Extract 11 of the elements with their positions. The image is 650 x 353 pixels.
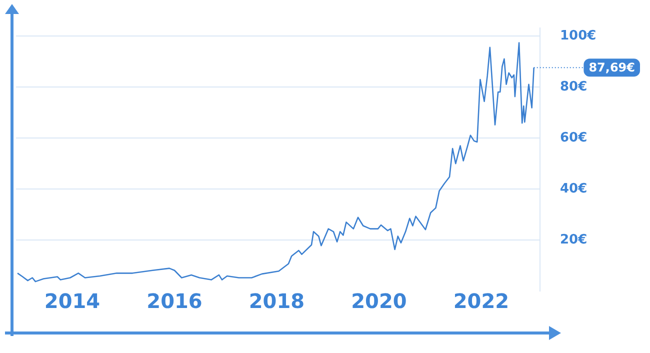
x-tick-label: 2018	[248, 289, 305, 314]
text: 87,69€	[588, 60, 636, 75]
y-tick-label: 20€	[560, 232, 588, 248]
x-tick-label: 2022	[453, 289, 510, 314]
x-tick-label: 2020	[351, 289, 407, 314]
x-tick-label: 2016	[146, 289, 202, 314]
y-tick-label: 80€	[560, 80, 588, 95]
y-tick-label: 60€	[560, 130, 588, 146]
y-tick-label: 100€	[560, 28, 596, 44]
x-tick-label: 2014	[44, 289, 100, 314]
y-tick-label: 40€	[560, 181, 588, 196]
